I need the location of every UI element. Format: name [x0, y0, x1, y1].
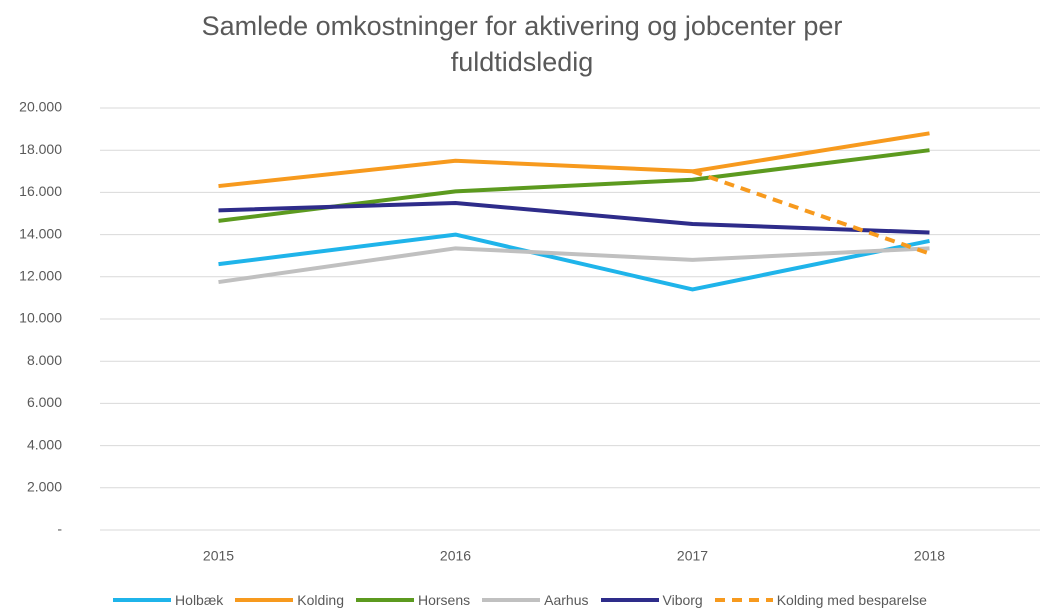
legend-label: Horsens	[418, 592, 471, 608]
y-tick-label: 16.000	[19, 183, 62, 199]
series-line	[218, 131, 930, 189]
legend-item: Kolding med besparelse	[713, 592, 927, 608]
y-tick-label: 4.000	[27, 436, 62, 452]
series-line	[218, 246, 930, 285]
legend-label: Holbæk	[175, 592, 224, 608]
legend-swatch	[714, 598, 773, 602]
y-tick-label: 8.000	[27, 352, 62, 368]
legend-item: Kolding	[233, 592, 344, 608]
y-tick-label: 10.000	[19, 310, 62, 326]
series-line	[218, 232, 930, 292]
y-tick-label: 2.000	[27, 479, 62, 495]
legend-item: Aarhus	[480, 592, 589, 608]
x-tick-label: 2015	[203, 548, 234, 564]
y-tick-label: 20.000	[19, 99, 62, 115]
x-tick-label: 2017	[677, 548, 708, 564]
x-tick-label: 2018	[914, 548, 945, 564]
y-tick-label: 12.000	[19, 268, 62, 284]
legend-label: Viborg	[662, 592, 703, 608]
y-tick-label: 18.000	[19, 141, 62, 157]
plot: - 2.000 4.000 6.000 8.000 10.000 12.000 14.000 1…	[19, 99, 1040, 564]
series-line	[218, 148, 930, 223]
y-tick-label: 6.000	[27, 394, 62, 410]
legend-label: Kolding	[297, 592, 344, 608]
series-line	[691, 169, 931, 256]
legend-swatch	[600, 598, 659, 602]
legend-label: Aarhus	[544, 592, 589, 608]
y-tick-label: -	[57, 521, 62, 537]
legend-item: Viborg	[599, 592, 703, 608]
x-tick-label: 2016	[440, 548, 471, 564]
legend-label: Kolding med besparelse	[776, 592, 927, 608]
legend-swatch	[113, 598, 172, 602]
y-tick-label: 14.000	[19, 225, 62, 241]
legend-swatch	[482, 598, 541, 602]
series-line	[218, 200, 930, 235]
legend: Holbæk Kolding Horsens Aarhus Viborg Kolding …	[0, 592, 1044, 608]
legend-item: Holbæk	[111, 592, 223, 608]
legend-swatch	[235, 598, 294, 602]
legend-item: Horsens	[354, 592, 470, 608]
legend-swatch	[356, 598, 414, 602]
chart-title: Samlede omkostninger for aktivering og j…	[201, 11, 843, 77]
